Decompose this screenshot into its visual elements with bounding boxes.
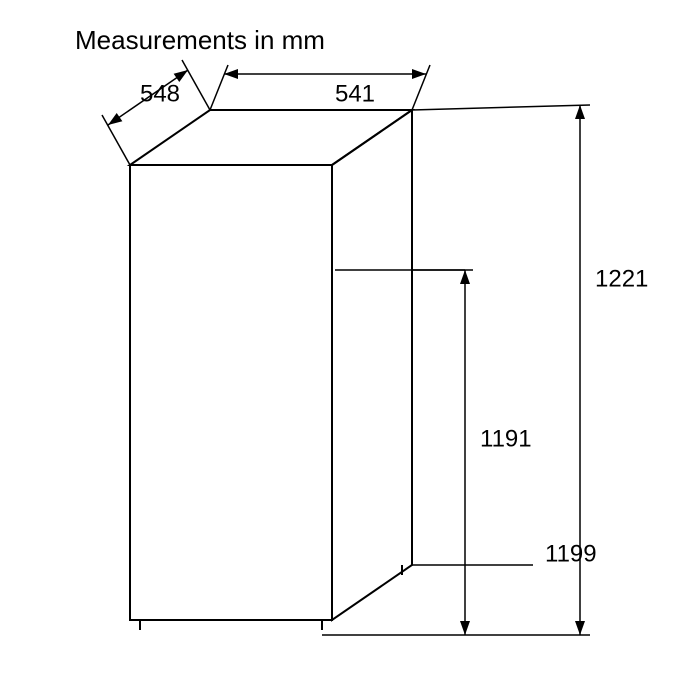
dim-height-door-label: 1191: [480, 425, 532, 452]
title: Measurements in mm: [75, 25, 325, 55]
top-face: [130, 110, 412, 165]
measurement-diagram: Measurements in mm 548 541 1221 1191 1199: [0, 0, 700, 700]
dim-height-body-label: 1199: [545, 540, 597, 567]
dim-width-label: 548: [140, 80, 180, 107]
side-face: [332, 110, 412, 620]
front-face: [130, 165, 332, 620]
dim-height-total-label: 1221: [595, 265, 648, 292]
dim-depth-label: 541: [335, 80, 375, 107]
